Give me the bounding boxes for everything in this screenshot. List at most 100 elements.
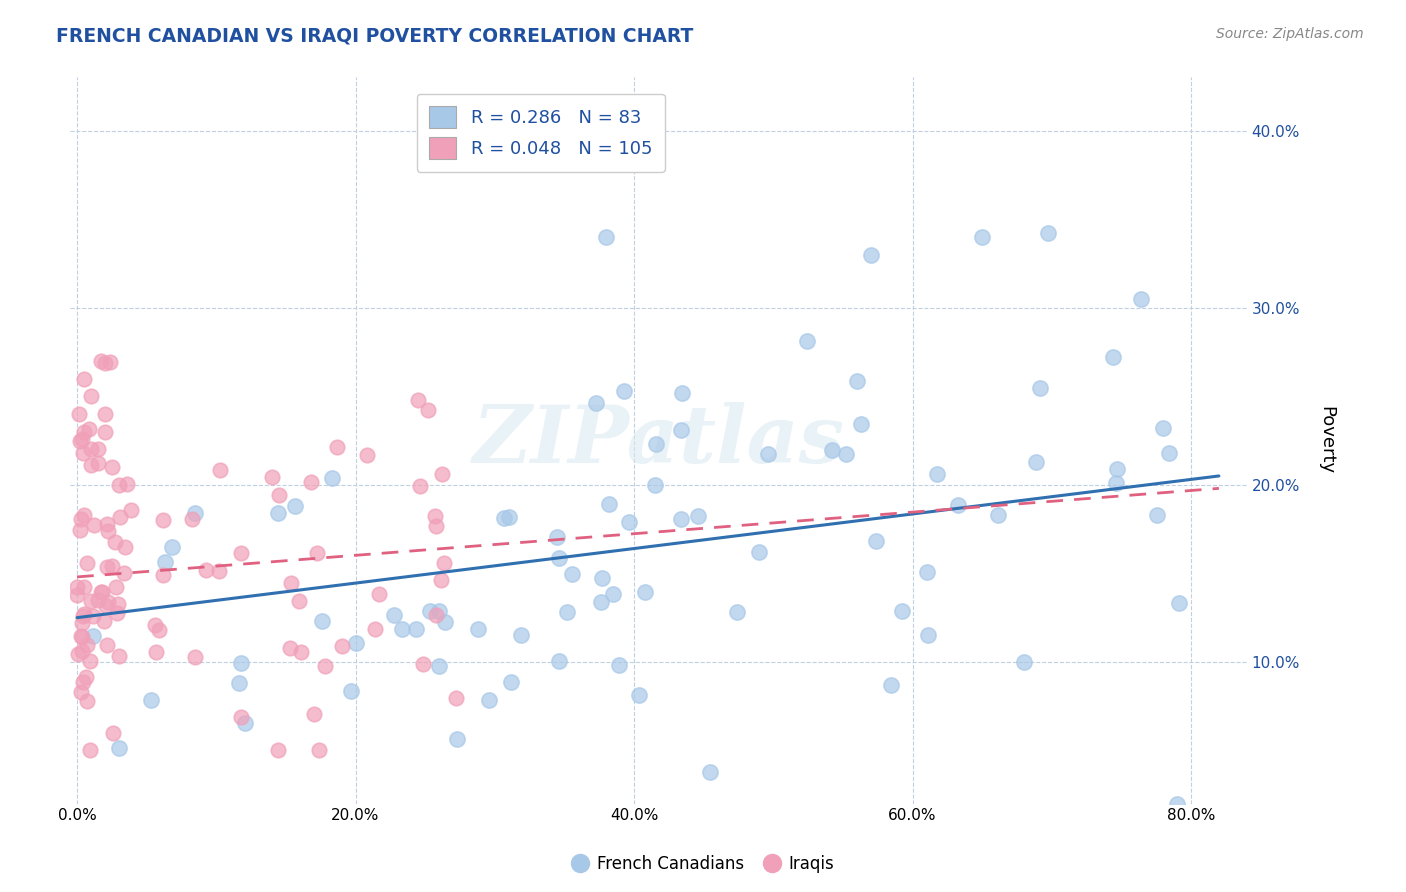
Point [70, 684, 93, 698]
Point [671, 423, 693, 437]
Point [356, 448, 378, 462]
Point [498, 510, 520, 524]
Point [986, 508, 1008, 522]
Point [87, 442, 110, 457]
Point [96, 559, 118, 574]
Point [105, 606, 128, 620]
Point [467, 623, 489, 637]
Text: ZIPatlas: ZIPatlas [472, 401, 845, 479]
Y-axis label: Poverty: Poverty [1317, 407, 1334, 475]
Text: Source: ZipAtlas.com: Source: ZipAtlas.com [1216, 27, 1364, 41]
Point [314, 659, 336, 673]
Point [509, 627, 531, 641]
Point [76, 694, 98, 708]
Point [229, 546, 252, 560]
Point [325, 441, 347, 455]
Point [859, 247, 882, 261]
Point [79, 653, 101, 667]
Point [101, 460, 124, 475]
Point [75, 670, 97, 684]
Point [80, 389, 103, 403]
Point [73, 607, 96, 621]
Legend: R = 0.286   N = 83, R = 0.048   N = 105: R = 0.286 N = 83, R = 0.048 N = 105 [416, 94, 665, 172]
Point [1105, 475, 1128, 490]
Point [607, 658, 630, 673]
Point [627, 688, 650, 702]
Point [429, 574, 451, 588]
Point [1166, 797, 1188, 811]
Point [699, 765, 721, 780]
Point [425, 519, 447, 533]
Point [865, 534, 887, 549]
Point [585, 395, 607, 409]
Point [408, 393, 430, 408]
Point [288, 594, 311, 608]
Point [82, 629, 104, 643]
Point [409, 479, 432, 493]
Point [330, 640, 353, 654]
Point [548, 655, 571, 669]
Point [305, 546, 328, 560]
Point [1152, 421, 1174, 435]
Point [598, 497, 620, 511]
Point [321, 470, 343, 484]
Point [103, 725, 125, 739]
Point [602, 587, 624, 601]
Point [70, 629, 93, 643]
Point [97, 524, 120, 539]
Point [671, 386, 693, 401]
Point [72, 644, 94, 658]
Point [231, 710, 253, 724]
Point [425, 608, 447, 623]
Point [100, 355, 122, 369]
Point [299, 475, 322, 489]
Point [725, 605, 748, 619]
Point [405, 622, 427, 636]
Text: FRENCH CANADIAN VS IRAQI POVERTY CORRELATION CHART: FRENCH CANADIAN VS IRAQI POVERTY CORRELA… [56, 27, 693, 45]
Point [412, 657, 434, 672]
Point [915, 565, 938, 579]
Point [756, 447, 779, 461]
Point [430, 467, 453, 482]
Point [427, 659, 450, 673]
Point [80, 442, 103, 457]
Point [66, 580, 89, 594]
Point [114, 540, 136, 554]
Point [108, 510, 131, 524]
Point [91, 585, 114, 599]
Point [557, 605, 579, 619]
Point [90, 585, 112, 599]
Point [446, 731, 468, 746]
Point [368, 586, 391, 600]
Point [83, 518, 105, 533]
Point [208, 564, 231, 578]
Point [1102, 350, 1125, 364]
Point [391, 622, 413, 636]
Point [69, 512, 91, 526]
Point [344, 636, 367, 650]
Point [1157, 446, 1180, 460]
Point [427, 604, 450, 618]
Point [76, 638, 98, 652]
Point [267, 743, 290, 757]
Point [155, 556, 177, 570]
Point [181, 512, 204, 526]
Point [880, 678, 903, 692]
Point [152, 513, 174, 527]
Point [194, 563, 217, 577]
Point [70, 615, 93, 630]
Point [104, 535, 127, 549]
Point [290, 645, 312, 659]
Point [278, 641, 301, 656]
Point [96, 517, 118, 532]
Point [308, 743, 330, 757]
Point [162, 540, 184, 554]
Point [72, 675, 94, 690]
Point [492, 511, 515, 525]
Point [73, 371, 96, 385]
Point [93, 614, 115, 628]
Point [339, 684, 361, 698]
Point [834, 448, 856, 462]
Point [107, 597, 129, 611]
Point [260, 470, 283, 484]
